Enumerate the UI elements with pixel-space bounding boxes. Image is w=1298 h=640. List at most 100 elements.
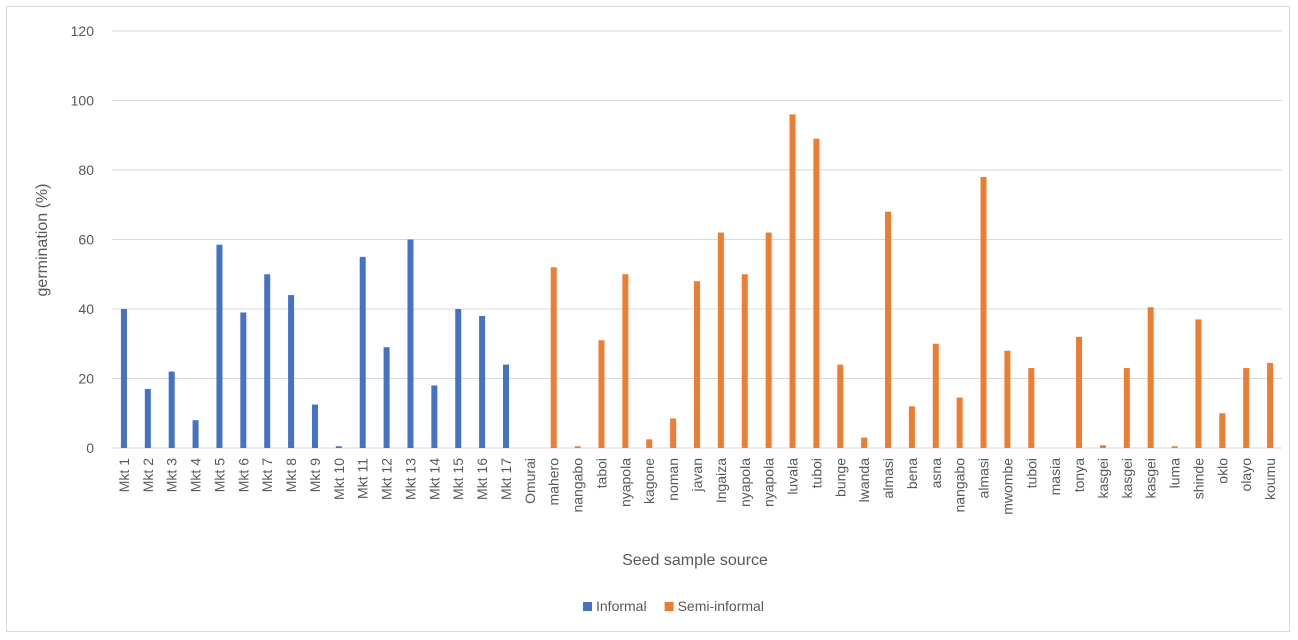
x-tick-label: oklo [1214, 458, 1230, 484]
x-tick-label: nyapola [761, 458, 777, 507]
x-tick-label: kasgei [1095, 458, 1111, 498]
x-tick-label: Mkt 12 [379, 458, 395, 500]
bar-semi-informal [550, 267, 557, 448]
x-tick-label: bunge [832, 458, 848, 497]
bar-semi-informal [1028, 368, 1035, 448]
x-tick-label: almasi [976, 458, 992, 498]
x-tick-label: mahero [546, 458, 562, 506]
bar-semi-informal [1099, 445, 1106, 448]
bar-semi-informal [956, 397, 963, 448]
x-tick-label: koumu [1262, 458, 1278, 500]
bar-semi-informal [1219, 413, 1226, 448]
bar-informal [120, 309, 127, 448]
legend-label: Semi-informal [678, 598, 764, 614]
x-tick-labels: Mkt 1 Mkt 2 Mkt 3 Mkt 4 Mkt 5 Mkt 6 Mkt 7 Mkt 8… [116, 458, 1278, 515]
bar-informal [240, 312, 247, 448]
x-tick-label: taboi [593, 458, 609, 488]
bar-semi-informal [574, 446, 581, 448]
x-tick-label: nyapola [737, 458, 753, 507]
x-tick-label: Mkt 2 [140, 458, 156, 492]
x-tick-label: Mkt 9 [307, 458, 323, 492]
bar-semi-informal [980, 176, 987, 448]
x-tick-label: luma [1167, 458, 1183, 489]
x-tick-label: tonya [1071, 458, 1087, 492]
x-tick-label: luvala [785, 458, 801, 495]
bar-semi-informal [694, 281, 700, 448]
x-tick-label: Mkt 1 [116, 458, 132, 492]
x-tick-label: Mkt 11 [355, 458, 371, 499]
bar-semi-informal [1243, 368, 1250, 448]
x-tick-label: kagone [641, 458, 657, 504]
x-tick-label: olayo [1238, 458, 1254, 492]
x-tick-label: nyapola [617, 458, 633, 507]
y-tick-label: 40 [78, 301, 94, 317]
bar-informal [335, 446, 342, 448]
x-tick-label: kasgei [1143, 458, 1159, 498]
bar-semi-informal [765, 232, 772, 448]
x-tick-label: masia [1047, 458, 1063, 496]
bar-semi-informal [861, 437, 868, 448]
y-tick-label: 60 [78, 232, 94, 248]
bar-semi-informal [598, 340, 605, 448]
x-tick-label: bena [904, 458, 920, 489]
y-tick-label: 120 [71, 23, 95, 39]
x-tick-label: lwanda [856, 458, 872, 503]
x-tick-label: Mkt 10 [331, 458, 347, 500]
bar-semi-informal [837, 364, 844, 448]
x-tick-label: shinde [1190, 458, 1206, 499]
bar-informal [479, 315, 486, 448]
legend-label: Informal [596, 598, 647, 614]
x-tick-label: Mkt 17 [498, 458, 514, 500]
bar-informal [192, 420, 199, 448]
bar-informal [383, 347, 390, 448]
bar-informal [455, 309, 462, 448]
x-tick-label: javan [689, 458, 705, 492]
x-tick-label: almasi [880, 458, 896, 498]
x-tick-label: Mkt 3 [164, 458, 180, 492]
x-tick-label: asna [928, 458, 944, 489]
x-tick-label: Mkt 14 [426, 458, 442, 500]
bar-semi-informal [1267, 362, 1274, 448]
bar-semi-informal [622, 274, 629, 448]
bar-semi-informal [1123, 368, 1130, 448]
bar-informal [288, 295, 295, 448]
x-tick-label: Mkt 15 [450, 458, 466, 500]
bar-semi-informal [908, 406, 915, 448]
bar-semi-informal [741, 274, 748, 448]
bar-semi-informal [670, 418, 677, 448]
x-tick-label: tuboi [808, 458, 824, 488]
bar-informal [431, 385, 438, 448]
bar-informal [144, 388, 151, 448]
x-tick-label: mwombe [999, 458, 1015, 515]
x-tick-label: Mkt 8 [283, 458, 299, 492]
bar-informal [168, 371, 175, 448]
x-tick-label: Mkt 13 [402, 458, 418, 500]
bar-semi-informal [1076, 336, 1083, 448]
x-tick-label: Mkt 16 [474, 458, 490, 500]
x-tick-label: Ingaiza [713, 458, 729, 503]
bar-semi-informal [1004, 350, 1011, 448]
legend-swatch [583, 602, 592, 611]
y-tick-labels: 0 20 40 60 80 100 120 [71, 23, 95, 456]
bars [120, 114, 1274, 449]
bar-semi-informal [717, 232, 724, 448]
bar-informal [502, 364, 509, 448]
x-tick-label: Mkt 5 [211, 458, 227, 492]
gridlines [112, 30, 1282, 449]
bar-semi-informal [932, 343, 939, 448]
x-tick-label: noman [665, 458, 681, 501]
legend: Informal Semi-informal [583, 598, 764, 614]
y-tick-label: 0 [86, 440, 94, 456]
bar-informal [216, 244, 223, 448]
bar-informal [311, 404, 318, 448]
bar-informal [264, 274, 271, 448]
bar-informal [407, 239, 414, 448]
x-tick-label: Mkt 6 [235, 458, 251, 492]
bar-semi-informal [1195, 319, 1202, 448]
y-axis-title: germination (%) [34, 184, 51, 297]
bar-semi-informal [1171, 446, 1178, 448]
x-tick-label: kasgei [1119, 458, 1135, 498]
x-axis-title: Seed sample source [622, 552, 768, 569]
legend-swatch [664, 602, 674, 611]
